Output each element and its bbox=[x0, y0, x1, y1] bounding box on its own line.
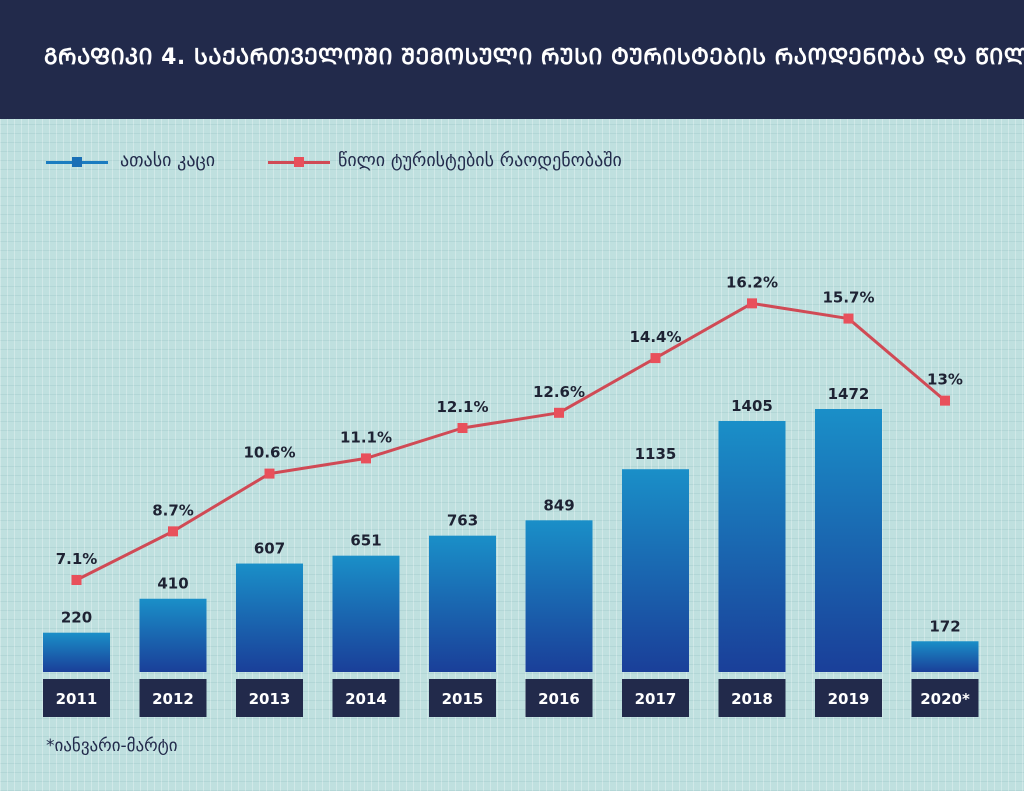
bar-2014 bbox=[332, 555, 400, 672]
year-label: 2017 bbox=[635, 690, 677, 708]
bar-2011 bbox=[43, 632, 110, 672]
line-value-label: 8.7% bbox=[152, 501, 194, 519]
year-box bbox=[622, 679, 689, 717]
bar-value-label: 410 bbox=[157, 575, 188, 593]
line-value-label: 14.4% bbox=[629, 328, 681, 346]
year-label: 2016 bbox=[538, 690, 580, 708]
year-box bbox=[236, 679, 303, 717]
bar-2017 bbox=[622, 469, 689, 672]
line-value-label: 12.6% bbox=[533, 383, 585, 401]
year-box bbox=[911, 679, 979, 717]
bar-2020* bbox=[911, 641, 979, 672]
bar-value-label: 651 bbox=[350, 532, 381, 550]
line-value-label: 12.1% bbox=[436, 398, 488, 416]
legend-bar-marker bbox=[72, 157, 82, 167]
line-marker bbox=[264, 468, 275, 479]
year-label: 2015 bbox=[442, 690, 484, 708]
year-box bbox=[139, 679, 207, 717]
line-marker bbox=[71, 575, 82, 585]
year-box bbox=[429, 679, 496, 717]
bar-2015 bbox=[429, 535, 496, 672]
bar-2012 bbox=[139, 598, 207, 672]
bar-value-label: 607 bbox=[254, 540, 285, 558]
line-marker bbox=[361, 453, 371, 464]
line-value-label: 15.7% bbox=[822, 289, 874, 307]
line-marker bbox=[650, 353, 661, 364]
line-marker bbox=[747, 298, 757, 309]
page-title: ᲒᲠᲐᲤᲘᲙᲘ 4. ᲡᲐᲥᲐᲠᲗᲕᲔᲚᲝᲨᲘ ᲨᲔᲛᲝᲡᲣᲚᲘ ᲠᲣᲡᲘ ᲢᲣ… bbox=[44, 45, 1024, 70]
line-value-label: 13% bbox=[927, 371, 963, 389]
year-box bbox=[525, 679, 593, 717]
line-marker bbox=[843, 313, 854, 324]
bar-value-label: 172 bbox=[929, 617, 960, 635]
bar-value-label: 849 bbox=[543, 496, 574, 514]
year-label: 2020* bbox=[920, 690, 970, 708]
year-label: 2019 bbox=[828, 690, 870, 708]
legend-bar-label: ათასი კაცი bbox=[120, 150, 216, 171]
line-value-label: 7.1% bbox=[56, 550, 98, 568]
bar-value-label: 1472 bbox=[828, 385, 870, 403]
year-label: 2018 bbox=[731, 690, 773, 708]
legend-line-marker bbox=[294, 157, 304, 167]
line-marker bbox=[168, 526, 178, 537]
year-label: 2014 bbox=[345, 690, 387, 708]
line-marker bbox=[940, 395, 950, 406]
share-line bbox=[75, 301, 946, 582]
line-value-label: 10.6% bbox=[243, 444, 295, 462]
line-value-label: 16.2% bbox=[726, 273, 778, 291]
year-label: 2011 bbox=[56, 690, 98, 708]
footnote: *იანვარი-მარტი bbox=[46, 736, 178, 756]
bar-2016 bbox=[525, 520, 593, 672]
line-marker bbox=[457, 423, 468, 433]
bar-value-label: 763 bbox=[447, 512, 478, 530]
bar-value-label: 220 bbox=[61, 609, 92, 627]
bar-2018 bbox=[718, 420, 786, 672]
bar-value-label: 1405 bbox=[731, 397, 773, 415]
line-value-label: 11.1% bbox=[340, 428, 392, 446]
header-bar: ᲒᲠᲐᲤᲘᲙᲘ 4. ᲡᲐᲥᲐᲠᲗᲕᲔᲚᲝᲨᲘ ᲨᲔᲛᲝᲡᲣᲚᲘ ᲠᲣᲡᲘ ᲢᲣ… bbox=[0, 0, 1024, 119]
year-box bbox=[43, 679, 110, 717]
year-box bbox=[815, 679, 882, 717]
year-label: 2012 bbox=[152, 690, 194, 708]
legend-line-label: წილი ტურისტების რაოდენობაში bbox=[338, 150, 622, 171]
line-marker bbox=[554, 407, 564, 418]
bar-2013 bbox=[236, 563, 303, 672]
bar-2019 bbox=[815, 409, 882, 672]
year-label: 2013 bbox=[249, 690, 291, 708]
year-box bbox=[332, 679, 400, 717]
bar-value-label: 1135 bbox=[635, 445, 677, 463]
year-box bbox=[718, 679, 786, 717]
